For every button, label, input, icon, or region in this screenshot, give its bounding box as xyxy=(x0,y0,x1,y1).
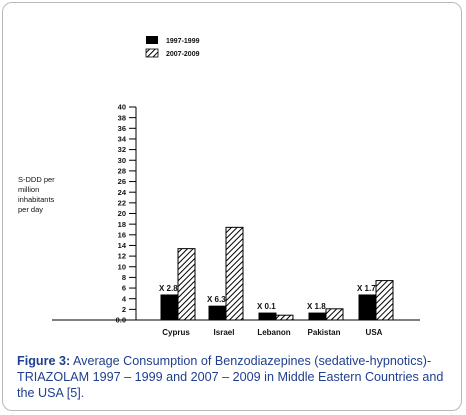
caption-label: Figure 3: xyxy=(17,354,71,368)
y-axis-label-line: per day xyxy=(18,205,43,214)
bars-group: X 2.8 X 6.3 X 0.1 X 1.8 X 1.7 xyxy=(159,226,394,321)
legend-swatch-1997-1999 xyxy=(146,36,158,44)
bar-2007-2009 xyxy=(225,226,244,321)
y-tick-label: 34 xyxy=(118,135,127,144)
y-tick-label: 12 xyxy=(118,252,126,261)
category-label: Cyprus xyxy=(162,328,190,337)
y-tick-label: 18 xyxy=(118,220,126,229)
y-axis-label-line: inhabitants xyxy=(18,195,55,204)
y-tick-label: 38 xyxy=(118,113,126,122)
legend-label: 1997-1999 xyxy=(166,38,200,45)
y-tick-label: 6 xyxy=(122,284,126,293)
category-label: Lebanon xyxy=(257,328,290,337)
bar-1997-1999 xyxy=(160,294,179,321)
y-tick-label: 28 xyxy=(118,167,126,176)
y-tick-label: 16 xyxy=(118,230,126,239)
y-tick-label: 40 xyxy=(118,103,126,112)
ratio-label: X 2.8 xyxy=(159,284,178,293)
bar-1997-1999 xyxy=(358,294,377,321)
y-tick-label: 4 xyxy=(122,294,127,303)
x-axis: Cyprus Israel Lebanon Pakistan USA xyxy=(52,319,420,337)
y-tick-label: 22 xyxy=(118,198,126,207)
bar-2007-2009 xyxy=(375,280,394,321)
y-axis-label-line: S-DDD per xyxy=(18,175,55,184)
bar-1997-1999 xyxy=(308,312,327,321)
category-label: Pakistan xyxy=(308,328,341,337)
legend-label: 2007-2009 xyxy=(166,51,200,58)
chart-legend: 1997-1999 2007-2009 xyxy=(145,36,200,58)
y-tick-label: 10 xyxy=(118,262,126,271)
y-tick-label: 26 xyxy=(118,177,126,186)
ratio-label: X 1.8 xyxy=(307,302,326,311)
y-tick-label: 8 xyxy=(122,273,126,282)
bar-2007-2009 xyxy=(177,248,196,321)
ratio-label: X 1.7 xyxy=(357,284,376,293)
y-tick-label: 32 xyxy=(118,145,126,154)
bar-1997-1999 xyxy=(208,305,227,321)
bar-2007-2009 xyxy=(325,308,344,321)
y-tick-label: 30 xyxy=(118,156,126,165)
category-label: USA xyxy=(366,328,383,337)
y-tick-label: 20 xyxy=(118,209,126,218)
y-tick-label: 24 xyxy=(118,188,127,197)
figure-frame xyxy=(2,2,462,411)
y-tick-label: 36 xyxy=(118,124,126,133)
category-label: Israel xyxy=(214,328,235,337)
caption-text: Average Consumption of Benzodiazepines (… xyxy=(17,354,444,400)
bar-1997-1999 xyxy=(258,312,277,321)
legend-swatch-2007-2009 xyxy=(145,48,159,58)
y-tick-label: 14 xyxy=(118,241,127,250)
ratio-label: X 6.3 xyxy=(207,295,226,304)
ratio-label: X 0.1 xyxy=(257,302,276,311)
figure-caption: Figure 3: Average Consumption of Benzodi… xyxy=(17,353,457,401)
y-axis-label-line: million xyxy=(18,185,39,194)
bar-2007-2009 xyxy=(275,314,294,321)
y-tick-label: 2 xyxy=(122,305,126,314)
